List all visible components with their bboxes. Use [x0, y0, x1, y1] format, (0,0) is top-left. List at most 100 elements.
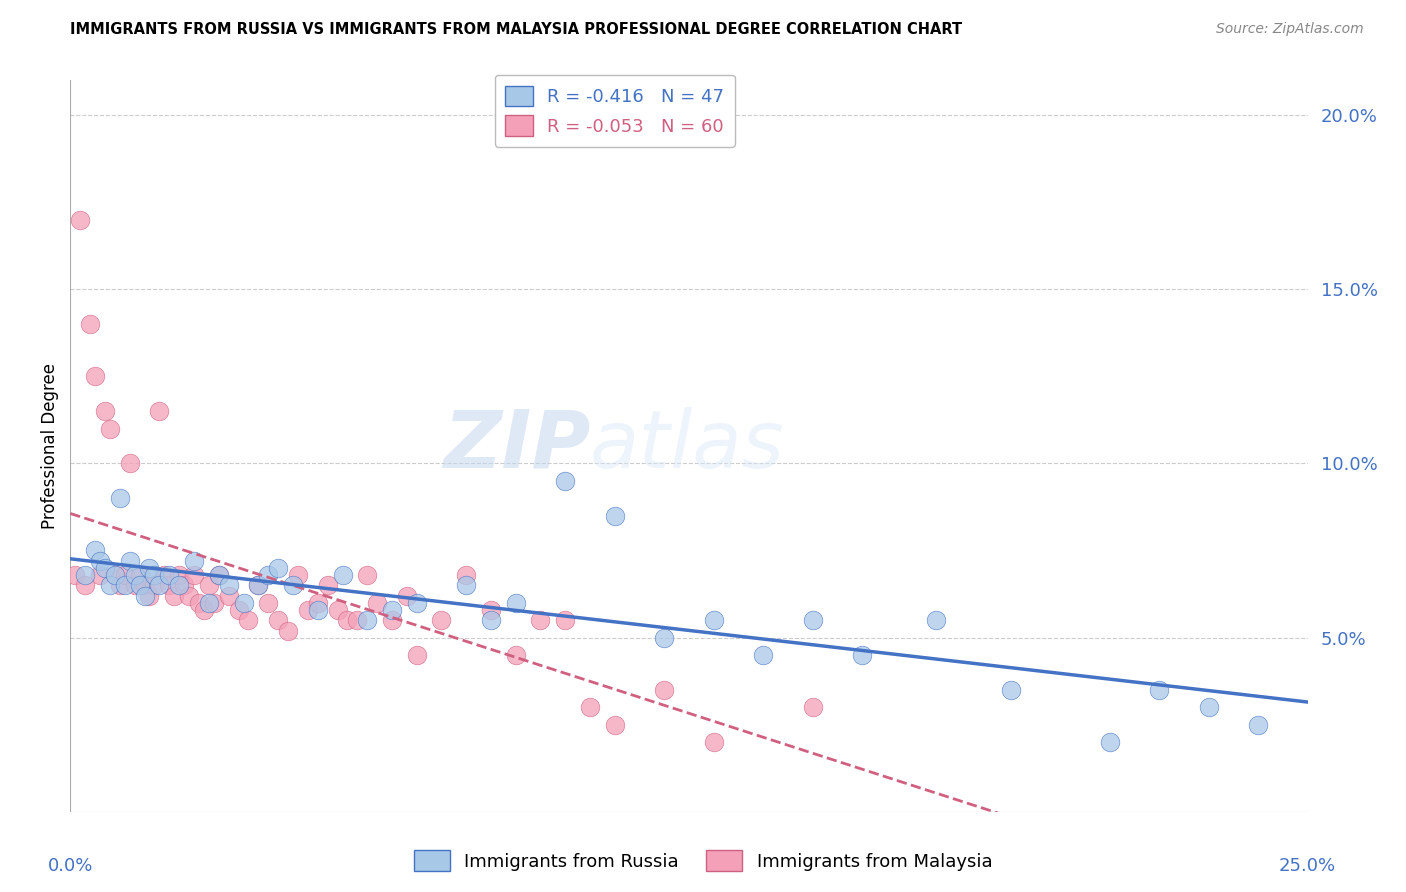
Point — [1147, 682, 1170, 697]
Point — [529, 613, 551, 627]
Point — [134, 589, 156, 603]
Point — [167, 567, 190, 582]
Point — [456, 567, 478, 582]
Point — [307, 596, 329, 610]
Point — [479, 603, 502, 617]
Point — [703, 613, 725, 627]
Point — [148, 578, 170, 592]
Point — [124, 578, 146, 592]
Point — [356, 613, 378, 627]
Point — [554, 613, 576, 627]
Point — [188, 596, 211, 610]
Point — [193, 603, 215, 617]
Text: 25.0%: 25.0% — [1279, 857, 1336, 875]
Point — [167, 578, 190, 592]
Point — [232, 596, 254, 610]
Point — [94, 404, 117, 418]
Point — [257, 567, 280, 582]
Point — [98, 421, 121, 435]
Point — [104, 567, 127, 582]
Point — [307, 603, 329, 617]
Point — [218, 589, 240, 603]
Point — [752, 648, 775, 662]
Legend: Immigrants from Russia, Immigrants from Malaysia: Immigrants from Russia, Immigrants from … — [406, 843, 1000, 879]
Point — [118, 457, 141, 471]
Point — [183, 554, 205, 568]
Point — [801, 613, 824, 627]
Point — [652, 631, 675, 645]
Point — [143, 578, 166, 592]
Point — [603, 508, 626, 523]
Point — [925, 613, 948, 627]
Point — [148, 404, 170, 418]
Point — [277, 624, 299, 638]
Point — [124, 567, 146, 582]
Point — [202, 596, 225, 610]
Point — [153, 567, 176, 582]
Point — [114, 578, 136, 592]
Point — [1247, 717, 1270, 731]
Point — [316, 578, 339, 592]
Point — [75, 578, 97, 592]
Text: atlas: atlas — [591, 407, 785, 485]
Point — [173, 578, 195, 592]
Point — [356, 567, 378, 582]
Point — [346, 613, 368, 627]
Point — [505, 648, 527, 662]
Point — [108, 491, 131, 506]
Point — [405, 648, 427, 662]
Point — [108, 578, 131, 592]
Point — [157, 567, 180, 582]
Point — [94, 561, 117, 575]
Point — [1000, 682, 1022, 697]
Point — [75, 567, 97, 582]
Point — [218, 578, 240, 592]
Point — [267, 613, 290, 627]
Y-axis label: Professional Degree: Professional Degree — [41, 363, 59, 529]
Point — [381, 603, 404, 617]
Text: 0.0%: 0.0% — [48, 857, 93, 875]
Point — [208, 567, 231, 582]
Point — [84, 543, 107, 558]
Point — [579, 700, 602, 714]
Point — [297, 603, 319, 617]
Point — [98, 578, 121, 592]
Point — [430, 613, 453, 627]
Point — [177, 589, 200, 603]
Point — [456, 578, 478, 592]
Point — [326, 603, 349, 617]
Point — [336, 613, 359, 627]
Point — [801, 700, 824, 714]
Point — [238, 613, 260, 627]
Point — [247, 578, 270, 592]
Point — [89, 554, 111, 568]
Text: ZIP: ZIP — [443, 407, 591, 485]
Point — [138, 561, 160, 575]
Point — [851, 648, 873, 662]
Point — [395, 589, 418, 603]
Point — [554, 474, 576, 488]
Point — [208, 567, 231, 582]
Point — [128, 567, 150, 582]
Point — [652, 682, 675, 697]
Legend: R = -0.416   N = 47, R = -0.053   N = 60: R = -0.416 N = 47, R = -0.053 N = 60 — [495, 75, 735, 147]
Point — [114, 567, 136, 582]
Point — [703, 735, 725, 749]
Point — [332, 567, 354, 582]
Point — [228, 603, 250, 617]
Point — [69, 212, 91, 227]
Point — [198, 596, 221, 610]
Point — [84, 369, 107, 384]
Point — [281, 578, 304, 592]
Point — [267, 561, 290, 575]
Point — [138, 589, 160, 603]
Point — [118, 554, 141, 568]
Text: IMMIGRANTS FROM RUSSIA VS IMMIGRANTS FROM MALAYSIA PROFESSIONAL DEGREE CORRELATI: IMMIGRANTS FROM RUSSIA VS IMMIGRANTS FRO… — [70, 22, 963, 37]
Point — [603, 717, 626, 731]
Point — [198, 578, 221, 592]
Point — [479, 613, 502, 627]
Point — [183, 567, 205, 582]
Point — [247, 578, 270, 592]
Point — [128, 578, 150, 592]
Point — [366, 596, 388, 610]
